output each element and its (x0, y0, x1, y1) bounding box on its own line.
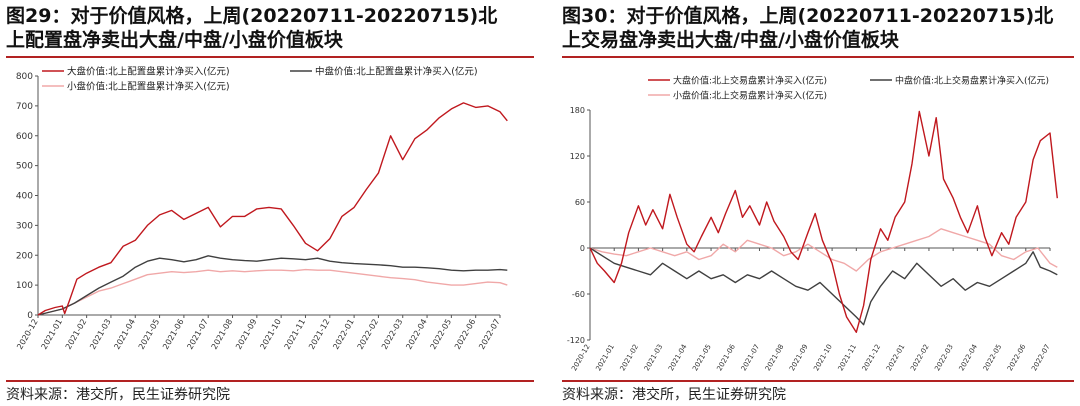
x-tick-label: 2021-02 (64, 318, 89, 351)
x-tick-label: 2022-04 (958, 343, 980, 373)
y-tick-label: 200 (16, 251, 33, 261)
x-tick-label: 2022-02 (909, 343, 931, 372)
x-tick-label: 2021-11 (283, 318, 308, 351)
chart-title-line-2: 上交易盘净卖出大盘/中盘/小盘价值板块 (562, 29, 899, 51)
x-tick-label: 2022-01 (331, 318, 356, 351)
y-tick-label: -120 (567, 336, 585, 345)
series-line-small (37, 268, 508, 316)
x-tick-label: 2021-09 (788, 343, 810, 372)
x-tick-label: 2022-06 (1006, 343, 1028, 373)
x-tick-label: 2021-02 (619, 343, 641, 372)
legend-label-large: 大盘价值:北上交易盘累计净买入(亿元) (673, 75, 827, 87)
x-tick-label: 2020-12 (15, 318, 40, 351)
x-tick-label: 2022-05 (982, 343, 1004, 372)
x-tick-label: 2021-09 (234, 318, 259, 351)
x-tick-label: 2021-06 (715, 343, 737, 373)
chart-title-line-1: 图29：对于价值风格，上周(20220711-20220715)北 (6, 5, 498, 27)
y-tick-label: 400 (16, 192, 33, 202)
y-tick-label: 500 (16, 162, 33, 172)
source-note: 资料来源：港交所，民生证券研究院 (562, 387, 786, 403)
x-tick-label: 2021-08 (764, 343, 786, 372)
y-tick-label: 0 (580, 244, 585, 253)
x-tick-label: 2022-01 (885, 343, 907, 372)
x-tick-label: 2022-02 (356, 318, 381, 351)
x-tick-label: 2022-03 (380, 318, 405, 351)
x-tick-label: 2021-12 (861, 343, 883, 372)
x-tick-label: 2020-12 (570, 343, 592, 372)
chart-title-line-1: 图30：对于价值风格，上周(20220711-20220715)北 (562, 5, 1054, 27)
y-tick-label: 120 (570, 152, 585, 161)
x-tick-label: 2021-10 (812, 343, 834, 372)
source-rule (6, 380, 534, 382)
title-rule (562, 56, 1074, 58)
x-tick-label: 2022-05 (429, 318, 454, 351)
legend-label-small: 小盘价值:北上交易盘累计净买入(亿元) (673, 90, 827, 102)
series-line-small (589, 228, 1058, 272)
chart-title: 图29：对于价值风格，上周(20220711-20220715)北 上配置盘净卖… (6, 4, 497, 52)
series-line-mid (37, 255, 508, 316)
legend-label-mid: 中盘价值:北上交易盘累计净买入(亿元) (895, 75, 1049, 87)
y-tick-label: 800 (16, 72, 33, 82)
title-rule (6, 56, 534, 58)
y-tick-label: 60 (575, 198, 585, 207)
x-tick-label: 2021-10 (258, 318, 283, 351)
x-tick-label: 2022-07 (1030, 343, 1052, 372)
x-tick-label: 2021-05 (137, 318, 162, 351)
x-tick-label: 2021-03 (643, 343, 665, 372)
y-tick-label: 0 (27, 311, 33, 321)
y-tick-label: 100 (16, 281, 33, 291)
y-tick-label: 300 (16, 221, 33, 231)
x-tick-label: 2022-07 (477, 318, 502, 351)
x-tick-label: 2022-03 (933, 343, 955, 372)
x-tick-label: 2021-05 (691, 343, 713, 372)
legend-label-large: 大盘价值:北上配置盘累计净买入(亿元) (67, 66, 230, 78)
x-tick-label: 2021-06 (161, 318, 186, 351)
legend-label-mid: 中盘价值:北上配置盘累计净买入(亿元) (315, 66, 478, 78)
x-tick-label: 2021-03 (88, 318, 113, 351)
x-tick-label: 2021-01 (594, 343, 616, 372)
series-line-large (589, 110, 1058, 333)
x-tick-label: 2021-01 (40, 318, 65, 351)
x-tick-label: 2021-11 (836, 343, 858, 372)
x-tick-label: 2022-06 (453, 318, 478, 351)
x-tick-label: 2021-04 (112, 318, 137, 351)
source-rule (562, 380, 1074, 382)
series-line-large (37, 102, 508, 316)
x-tick-label: 2021-04 (667, 343, 689, 373)
chart-panel-30: 图30：对于价值风格，上周(20220711-20220715)北 上交易盘净卖… (556, 0, 1080, 406)
y-tick-label: 700 (16, 102, 33, 112)
chart-title: 图30：对于价值风格，上周(20220711-20220715)北 上交易盘净卖… (562, 4, 1053, 52)
series-line-mid (589, 247, 1058, 326)
x-tick-label: 2021-07 (185, 318, 210, 351)
source-note: 资料来源：港交所，民生证券研究院 (6, 387, 230, 403)
chart-panel-29: 图29：对于价值风格，上周(20220711-20220715)北 上配置盘净卖… (6, 4, 534, 403)
legend-label-small: 小盘价值:北上配置盘累计净买入(亿元) (67, 81, 230, 93)
x-tick-label: 2021-08 (210, 318, 235, 351)
y-tick-label: -60 (572, 290, 585, 299)
x-tick-label: 2021-07 (740, 343, 762, 372)
x-tick-label: 2021-12 (307, 318, 332, 351)
y-tick-label: 600 (16, 132, 33, 142)
x-tick-label: 2022-04 (404, 318, 429, 351)
chart-title-line-2: 上配置盘净卖出大盘/中盘/小盘价值板块 (6, 29, 343, 51)
y-tick-label: 180 (570, 106, 585, 115)
